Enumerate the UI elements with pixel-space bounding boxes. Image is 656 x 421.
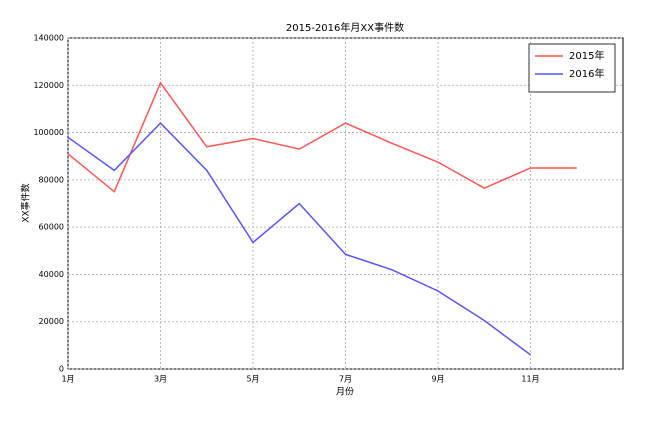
x-tick-label: 9月	[431, 375, 444, 384]
y-tick-label: 20000	[39, 317, 64, 326]
y-tick-label: 40000	[39, 270, 64, 279]
x-tick-label: 3月	[154, 375, 167, 384]
x-tick-label: 11月	[521, 375, 539, 384]
series-line	[67, 81, 577, 193]
y-tick-label: 80000	[39, 175, 64, 184]
y-tick-label: 60000	[39, 223, 64, 232]
y-tick-label: 0	[59, 365, 64, 374]
x-tick-label: 7月	[339, 375, 352, 384]
y-tick-label: 140000	[33, 34, 64, 43]
y-tick-label: 120000	[33, 81, 64, 90]
x-tick-label: 1月	[61, 375, 74, 384]
y-tick-label: 100000	[33, 128, 64, 137]
x-tick-label: 5月	[246, 375, 259, 384]
legend-label: 2016年	[569, 67, 604, 80]
series-line	[67, 122, 531, 356]
legend-box	[528, 43, 616, 93]
legend-label: 2015年	[569, 49, 604, 62]
x-axis-label: 月份	[336, 386, 354, 398]
y-axis-label: XX事件数	[20, 183, 32, 222]
chart-title: 2015-2016年月XX事件数	[286, 21, 404, 34]
